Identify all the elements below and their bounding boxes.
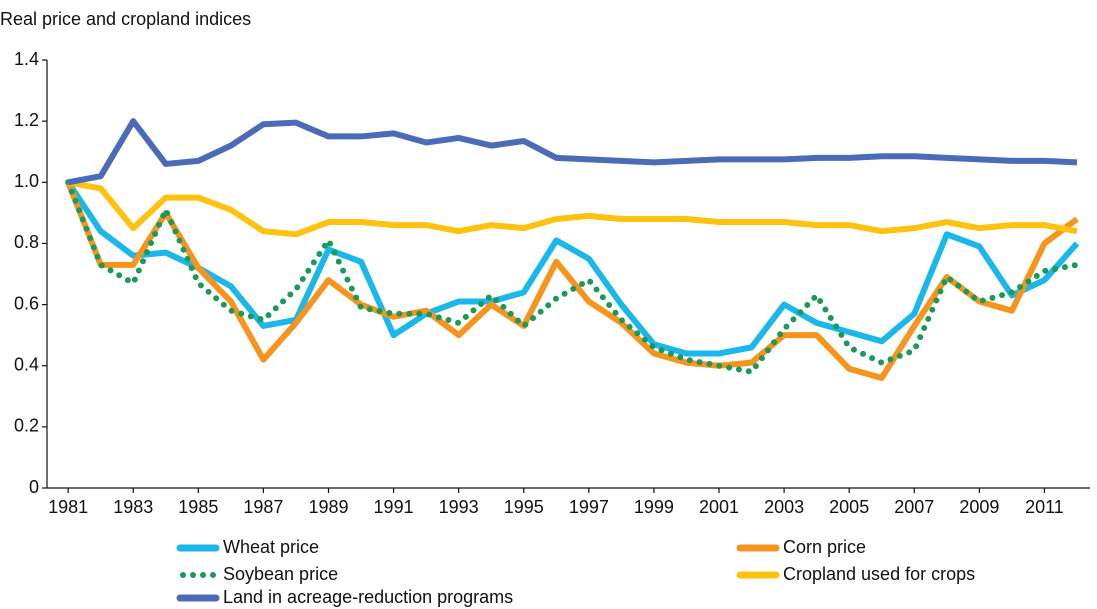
x-tick-label: 2007: [894, 497, 934, 517]
x-tick-label: 1985: [178, 497, 218, 517]
x-tick-label: 1987: [243, 497, 283, 517]
x-tick-label: 2001: [699, 497, 739, 517]
series-line: [65, 181, 1079, 381]
x-tick-label: 1995: [504, 497, 544, 517]
y-axis-label: Real price and cropland indices: [0, 9, 251, 29]
x-tick-label: 1997: [569, 497, 609, 517]
legend-label: Soybean price: [223, 564, 338, 584]
y-tick-label: 1.4: [14, 49, 39, 69]
y-tick-label: 0: [29, 477, 39, 497]
legend-label: Cropland used for crops: [783, 564, 975, 584]
x-tick-label: 2003: [764, 497, 804, 517]
x-tick-label: 1993: [439, 497, 479, 517]
x-tick-label: 2009: [959, 497, 999, 517]
legend-label: Wheat price: [223, 537, 319, 557]
y-tick-label: 0.2: [14, 416, 39, 436]
y-tick-label: 1.2: [14, 110, 39, 130]
legend-label: Land in acreage-reduction programs: [223, 587, 513, 607]
y-tick-label: 0.4: [14, 354, 39, 374]
x-tick-label: 1989: [308, 497, 348, 517]
series-line: [67, 118, 1078, 186]
series-line: [65, 179, 1080, 375]
series-line: [65, 180, 1080, 357]
legend-label: Corn price: [783, 537, 866, 557]
y-tick-label: 0.8: [14, 232, 39, 252]
y-tick-label: 1.0: [14, 171, 39, 191]
series-line: [67, 179, 1078, 238]
x-tick-label: 1999: [634, 497, 674, 517]
x-tick-label: 2011: [1025, 497, 1064, 517]
y-tick-label: 0.6: [14, 293, 39, 313]
x-tick-label: 2005: [829, 497, 869, 517]
x-tick-label: 1983: [113, 497, 153, 517]
x-tick-label: 1991: [374, 497, 414, 517]
x-tick-label: 1981: [48, 497, 88, 517]
